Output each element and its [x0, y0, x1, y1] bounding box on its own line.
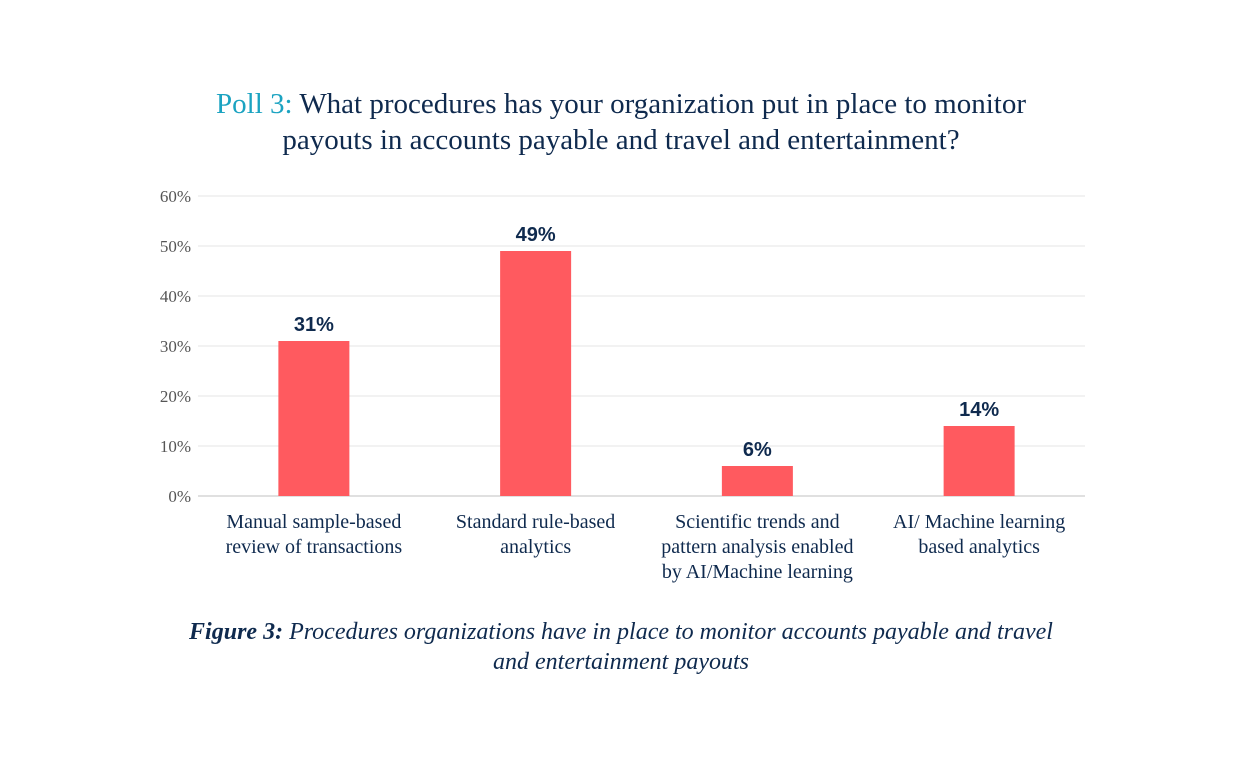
poll-label: Poll 3:	[216, 88, 293, 120]
x-tick-label: Manual sample-based	[226, 511, 401, 533]
figure-caption-text: Procedures organizations have in place t…	[289, 619, 1053, 675]
x-tick-label: pattern analysis enabled	[661, 536, 853, 558]
x-tick-label: based analytics	[918, 536, 1040, 558]
data-label: 14%	[959, 399, 999, 421]
x-tick-label: analytics	[500, 536, 571, 558]
x-tick-label: by AI/Machine learning	[662, 561, 853, 583]
poll-question: What procedures has your organization pu…	[282, 88, 1026, 156]
y-tick-label: 0%	[168, 487, 191, 506]
data-label: 31%	[294, 314, 334, 336]
bar-chart: 0% 10% 20% 30% 40% 50% 60% 31% Manual sample-bas…	[160, 187, 1085, 583]
y-tick-label: 30%	[160, 337, 191, 356]
figure-caption: Figure 3: Procedures organizations have …	[171, 617, 1071, 677]
bar	[500, 251, 572, 496]
x-tick-label: Standard rule-based	[456, 511, 615, 533]
y-tick-label: 20%	[160, 387, 191, 406]
y-tick-label: 60%	[160, 187, 191, 206]
chart-title: Poll 3: What procedures has your organiz…	[171, 86, 1071, 158]
bar	[278, 341, 350, 496]
data-label: 49%	[516, 224, 556, 246]
x-tick-label: AI/ Machine learning	[893, 511, 1065, 533]
data-label: 6%	[743, 439, 772, 461]
x-tick-label: Scientific trends and	[675, 511, 839, 533]
y-tick-label: 50%	[160, 237, 191, 256]
figure-label: Figure 3:	[189, 619, 284, 645]
y-tick-label: 40%	[160, 287, 191, 306]
y-tick-label: 10%	[160, 437, 191, 456]
x-tick-label: review of transactions	[226, 536, 403, 558]
bar	[721, 466, 793, 496]
bar	[943, 426, 1015, 496]
